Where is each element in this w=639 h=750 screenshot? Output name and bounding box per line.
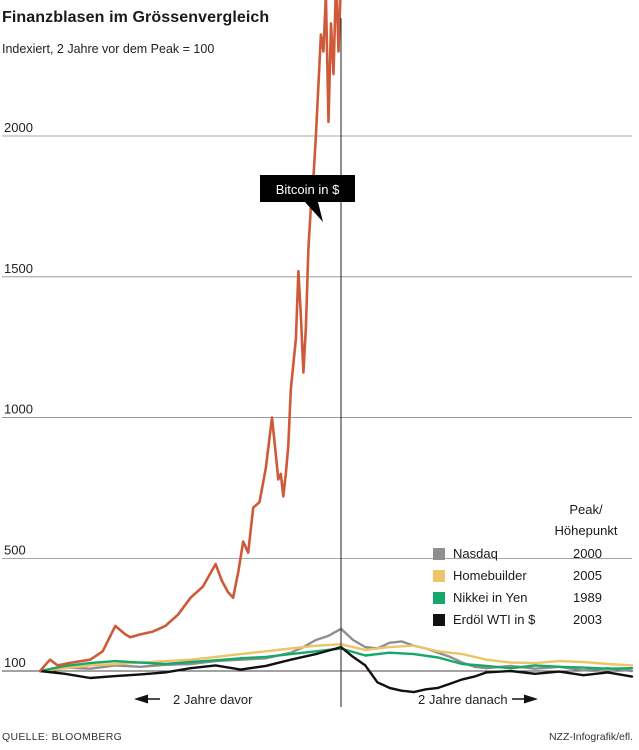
callout-pointer <box>305 202 323 222</box>
y-tick-label-1000: 1000 <box>4 402 33 417</box>
legend-item-nikkei: Nikkei in Yen 1989 <box>433 589 633 609</box>
legend-year-nasdaq: 2000 <box>573 546 602 561</box>
arrow-after-head <box>524 694 538 704</box>
legend-item-nasdaq: Nasdaq 2000 <box>433 545 633 565</box>
y-tick-label-100: 100 <box>4 655 26 670</box>
chart-subtitle: Indexiert, 2 Jahre vor dem Peak = 100 <box>2 42 215 56</box>
source-note: QUELLE: BLOOMBERG <box>2 731 123 743</box>
time-axis-arrows: 2 Jahre davor 2 Jahre danach <box>134 692 538 707</box>
arrow-before-head <box>134 694 148 704</box>
bitcoin-callout: Bitcoin in $ <box>260 175 355 222</box>
y-tick-label-2000: 2000 <box>4 120 33 135</box>
legend-label-oil: Erdöl WTI in $ <box>453 612 536 627</box>
legend-swatch-homebuilder <box>433 570 445 582</box>
arrow-before-label: 2 Jahre davor <box>173 692 253 707</box>
legend-item-homebuilder: Homebuilder 2005 <box>433 567 633 587</box>
callout-box <box>260 175 355 202</box>
legend-label-homebuilder: Homebuilder <box>453 568 527 583</box>
legend-label-nasdaq: Nasdaq <box>453 546 498 561</box>
y-tick-label-500: 500 <box>4 542 26 557</box>
credit-note: NZZ-Infografik/efl. <box>548 731 633 743</box>
legend-label-nikkei: Nikkei in Yen <box>453 590 528 605</box>
series-line-erd-l-wti-in <box>38 645 634 694</box>
chart-title: Finanzblasen im Grössenvergleich <box>2 9 270 26</box>
series-line-bitcoin-in <box>38 0 342 673</box>
legend-year-homebuilder: 2005 <box>573 568 602 583</box>
legend-swatch-oil <box>433 614 445 626</box>
legend-swatch-nasdaq <box>433 548 445 560</box>
legend-swatch-nikkei <box>433 592 445 604</box>
callout-label: Bitcoin in $ <box>276 182 340 197</box>
legend-header-peak: Peak/ <box>569 502 603 517</box>
legend-year-nikkei: 1989 <box>573 590 602 605</box>
legend-year-oil: 2003 <box>573 612 602 627</box>
legend-header-hoehepunkt: Höhepunkt <box>554 523 618 538</box>
legend-item-oil: Erdöl WTI in $ 2003 <box>433 611 633 631</box>
y-tick-label-1500: 1500 <box>4 261 33 276</box>
arrow-after-label: 2 Jahre danach <box>418 692 508 707</box>
